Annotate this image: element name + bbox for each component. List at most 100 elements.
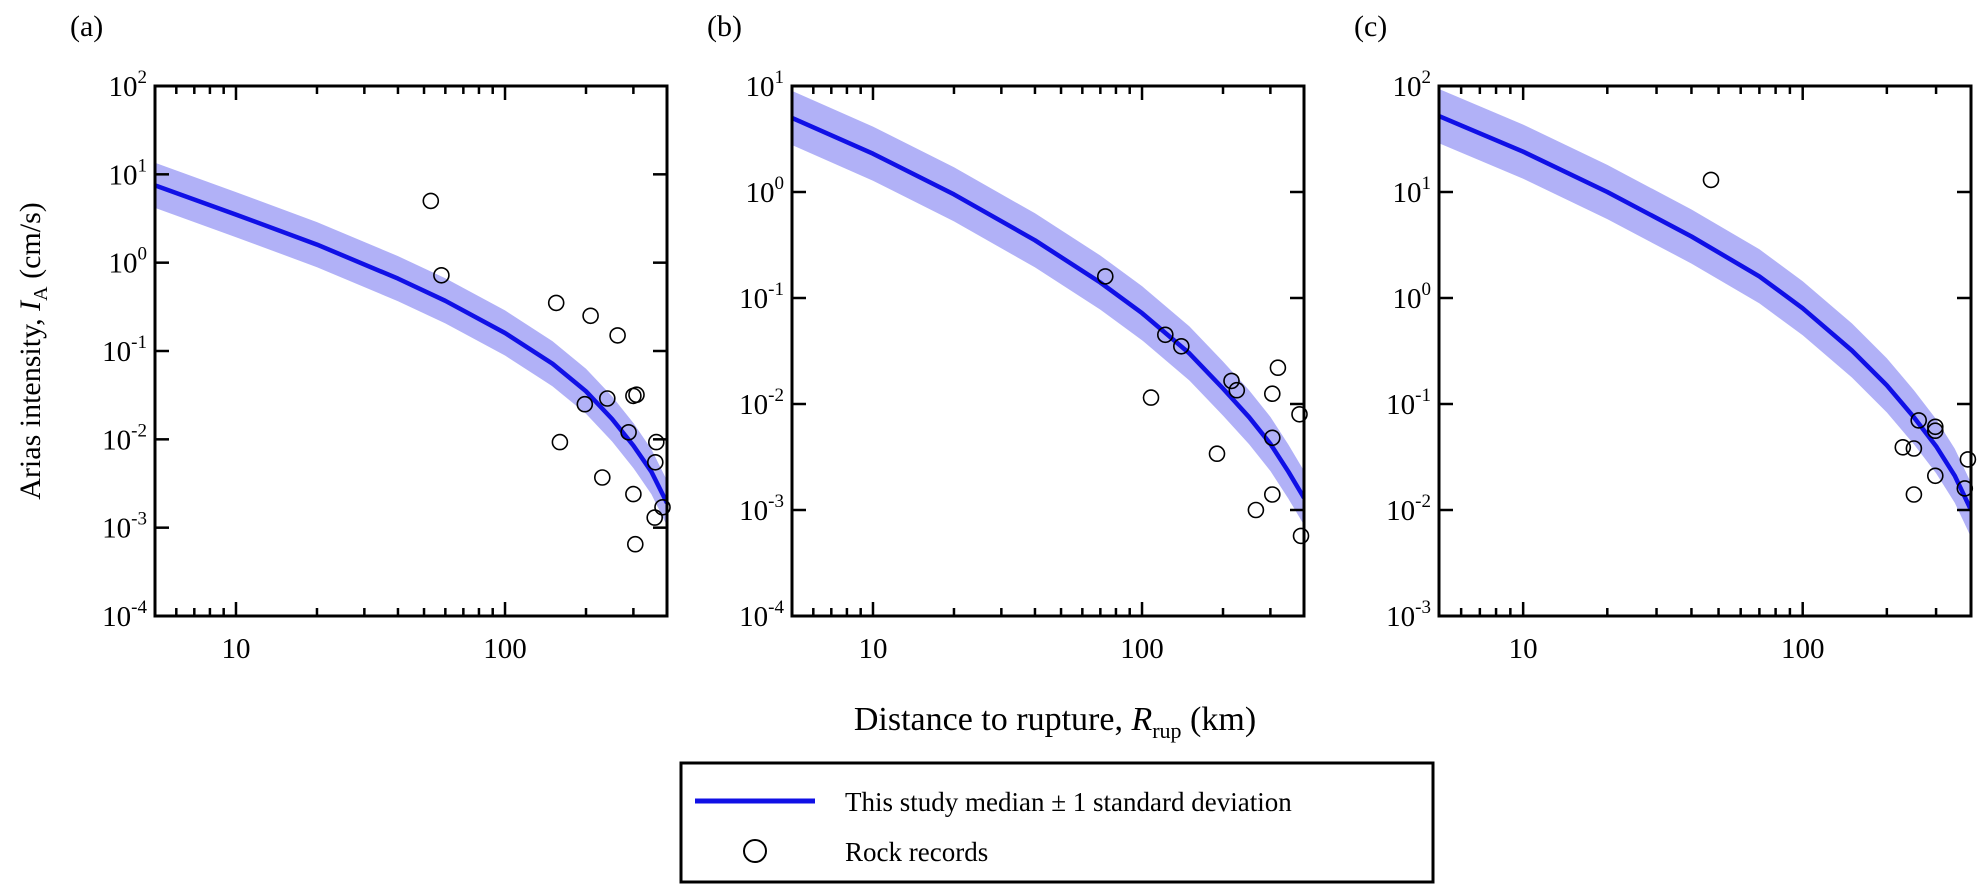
median-line: [1439, 114, 1971, 511]
x-axis-title-symbol: R: [1130, 701, 1152, 738]
y-tick-exponent: 0: [138, 244, 148, 265]
x-tick-label: 10: [1509, 633, 1538, 665]
x-axis-title-unit: (km): [1182, 701, 1257, 738]
rock-record-point: [598, 390, 616, 407]
y-tick-base: 10: [109, 159, 138, 191]
y-tick-base: 10: [109, 248, 138, 280]
x-axis-title-subscript: rup: [1152, 718, 1181, 743]
y-tick-base: 10: [1393, 71, 1422, 103]
y-tick-base: 10: [109, 71, 138, 103]
y-tick-exponent: 0: [775, 173, 785, 194]
legend: This study median ± 1 standard deviation…: [679, 761, 1435, 884]
panel-label: (a): [70, 10, 103, 43]
y-tick-exponent: -4: [131, 597, 147, 618]
rock-record-point: [1264, 385, 1281, 403]
rock-record-point: [1223, 372, 1240, 390]
y-tick-base: 10: [746, 71, 775, 103]
rock-record-point: [646, 509, 664, 526]
y-tick-base: 10: [1386, 601, 1415, 633]
y-tick-exponent: -1: [768, 279, 784, 300]
y-tick-label: 10-4: [739, 597, 784, 633]
rock-record-point: [1142, 389, 1160, 406]
y-axis-title-subscript: A: [30, 286, 52, 301]
median-line: [155, 183, 667, 505]
rock-record-point: [422, 192, 440, 210]
y-tick-base: 10: [1386, 389, 1415, 421]
y-tick-label: 10-1: [739, 279, 784, 315]
rock-record-point: [1910, 412, 1927, 429]
y-tick-exponent: -2: [768, 385, 784, 406]
rock-record-point: [628, 386, 645, 404]
rock-record-point: [1927, 418, 1944, 436]
rock-record-point: [547, 294, 565, 312]
y-tick-exponent: 2: [138, 67, 148, 88]
std-dev-band: [792, 90, 1304, 526]
y-tick-exponent: -2: [131, 420, 147, 441]
y-tick-base: 10: [739, 495, 768, 527]
y-tick-label: 10-1: [1386, 385, 1431, 421]
y-tick-label: 101: [1393, 173, 1432, 209]
rock-record-point: [1927, 467, 1944, 485]
y-tick-label: 100: [746, 173, 785, 209]
y-tick-exponent: -3: [131, 509, 147, 530]
y-tick-base: 10: [102, 601, 131, 633]
y-axis-title-unit: (cm/s): [14, 202, 47, 286]
y-tick-base: 10: [1393, 177, 1422, 209]
y-tick-exponent: -3: [1415, 597, 1431, 618]
rock-record-point: [1264, 429, 1281, 447]
y-tick-label: 10-3: [739, 491, 784, 527]
y-tick-base: 10: [1386, 495, 1415, 527]
y-tick-label: 10-2: [1386, 491, 1431, 527]
x-axis-title-prefix: Distance to rupture,: [854, 701, 1132, 738]
rock-record-point: [609, 327, 626, 344]
y-axis-title-prefix: Arias intensity,: [14, 311, 47, 500]
plot-frame: [790, 84, 1306, 618]
x-tick-label: 100: [483, 633, 527, 665]
rock-record-point: [576, 395, 594, 413]
median-line: [792, 115, 1304, 500]
y-tick-exponent: 1: [138, 155, 148, 176]
legend-median-label: This study median ± 1 standard deviation: [845, 787, 1292, 817]
std-dev-band: [155, 162, 667, 526]
y-tick-label: 100: [1393, 279, 1432, 315]
rock-record-point: [1208, 445, 1226, 463]
y-tick-label: 100: [109, 244, 148, 280]
y-tick-label: 101: [746, 67, 785, 103]
rock-record-point: [593, 469, 611, 486]
rock-record-point: [1905, 486, 1923, 503]
panel-label: (b): [707, 10, 742, 43]
rock-record-point: [1269, 359, 1287, 377]
rock-record-point: [1894, 438, 1912, 456]
rock-record-point: [1702, 171, 1720, 189]
y-tick-exponent: -1: [1415, 385, 1431, 406]
y-tick-base: 10: [1393, 283, 1422, 315]
rock-record-point: [1292, 527, 1310, 545]
y-tick-label: 10-2: [739, 385, 784, 421]
y-tick-exponent: 2: [1422, 67, 1432, 88]
y-tick-base: 10: [739, 601, 768, 633]
x-axis-title: Distance to rupture, Rrup (km): [854, 701, 1256, 743]
x-tick-label: 10: [858, 633, 887, 665]
y-tick-label: 10-4: [102, 597, 147, 633]
y-tick-base: 10: [102, 513, 131, 545]
y-tick-base: 10: [102, 336, 131, 368]
plot-frame: [1437, 84, 1973, 618]
rock-record-point: [647, 433, 665, 451]
rock-record-point: [1959, 451, 1977, 468]
y-tick-exponent: 0: [1422, 279, 1432, 300]
rock-record-point: [646, 453, 664, 471]
y-tick-base: 10: [739, 283, 768, 315]
rock-record-point: [433, 266, 450, 284]
panel-label: (c): [1354, 10, 1387, 43]
rock-record-point: [620, 423, 637, 441]
plot-frame: [153, 84, 669, 618]
y-tick-exponent: 1: [775, 67, 785, 88]
rock-record-point: [1291, 405, 1308, 423]
y-tick-label: 10-1: [102, 332, 147, 368]
y-axis-title: Arias intensity, IA (cm/s): [14, 202, 52, 499]
y-tick-base: 10: [746, 177, 775, 209]
legend-rock-marker-swatch: [743, 839, 767, 863]
